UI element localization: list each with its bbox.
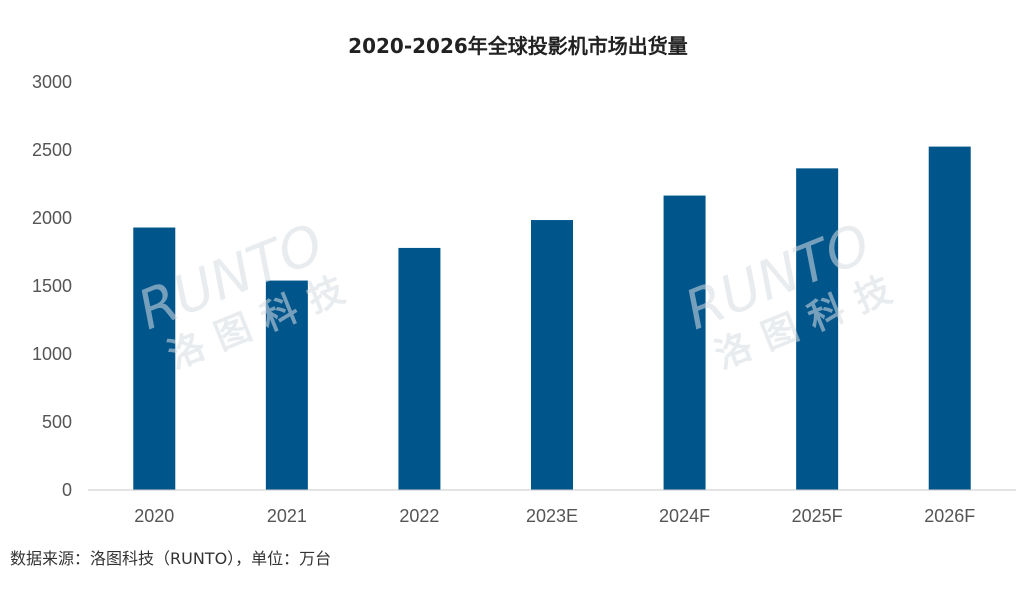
bar-2023E [531, 220, 573, 491]
bar-2025F [796, 168, 839, 491]
x-tick-label: 2020 [134, 506, 174, 526]
x-tick-label: 2025F [792, 506, 843, 526]
y-axis-ticks: 0 500 1000 1500 2000 2500 3000 [32, 72, 72, 500]
y-tick-label: 2000 [32, 208, 72, 228]
chart-title: 2020-2026年全球投影机市场出货量 [348, 34, 688, 58]
bar-2020 [133, 227, 176, 490]
bar-2026F [928, 146, 971, 490]
source-note: 数据来源：洛图科技（RUNTO），单位：万台 [10, 549, 332, 568]
x-tick-label: 2026F [924, 506, 975, 526]
bars-layer [133, 146, 971, 491]
y-tick-label: 1000 [32, 344, 72, 364]
x-tick-label: 2022 [399, 506, 439, 526]
y-tick-label: 3000 [32, 72, 72, 92]
y-tick-label: 500 [42, 412, 72, 432]
x-tick-label: 2023E [526, 506, 578, 526]
y-tick-label: 2500 [32, 140, 72, 160]
bar-2021 [265, 280, 308, 490]
bar-2024F [663, 195, 706, 490]
y-tick-label: 0 [62, 480, 72, 500]
y-tick-label: 1500 [32, 276, 72, 296]
x-tick-label: 2021 [267, 506, 307, 526]
x-tick-label: 2024F [659, 506, 710, 526]
bar-2022 [398, 247, 441, 490]
x-axis-ticks: 2020 2021 2022 2023E 2024F 2025F 2026F [134, 506, 975, 526]
